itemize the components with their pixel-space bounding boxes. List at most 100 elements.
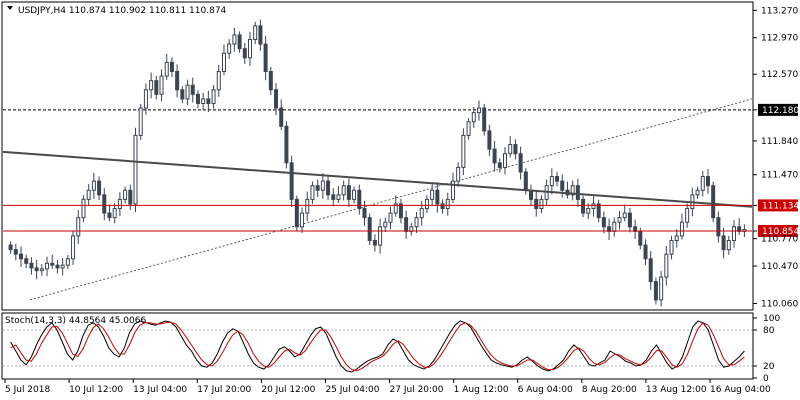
bullish-candle [123, 189, 128, 200]
bullish-candle [216, 71, 221, 91]
stochastic-lines [10, 320, 745, 373]
bullish-candle [612, 221, 617, 232]
bearish-candle [601, 217, 606, 228]
bearish-candle [529, 189, 534, 200]
bearish-candle [102, 194, 107, 214]
bullish-candle [185, 84, 190, 100]
price-tick-label: 111.470 [761, 171, 798, 181]
time-tick-label: 25 Jul 04:00 [325, 385, 379, 395]
bullish-candle [414, 217, 419, 228]
bullish-candle [71, 235, 76, 260]
time-tick-label: 20 Jul 12:00 [261, 385, 315, 395]
bearish-candle [8, 244, 13, 251]
bearish-candle [284, 125, 289, 164]
bullish-candle [570, 185, 575, 196]
price-tick-label: 110.060 [761, 300, 798, 310]
bullish-candle [159, 75, 164, 95]
bullish-candle [700, 176, 705, 191]
time-tick-label: 1 Aug 12:00 [454, 385, 509, 395]
bullish-candle [617, 217, 622, 223]
price-y-axis: 113.270 112.970 112.570 112.180 111.840 111.4… [753, 6, 799, 310]
bullish-candle [91, 180, 96, 191]
bullish-candle [300, 212, 305, 228]
bearish-candle [534, 198, 539, 210]
bearish-candle [523, 171, 528, 191]
time-x-axis: 5 Jul 2018 10 Jul 12:00 13 Jul 04:00 17 Jul… [4, 379, 771, 395]
bullish-candle [341, 185, 346, 196]
bullish-candle [320, 180, 325, 191]
bullish-candle [310, 185, 315, 200]
bearish-candle [263, 43, 268, 73]
bullish-candle [138, 107, 143, 136]
bullish-candle [232, 34, 237, 45]
bullish-candle [253, 25, 258, 41]
time-tick-label: 17 Jul 20:00 [197, 385, 251, 395]
bullish-candle [352, 189, 357, 200]
horizontal-levels [2, 150, 753, 232]
price-panel-frame [1, 1, 754, 311]
price-tick-label: 113.270 [761, 6, 798, 16]
bullish-candle [227, 43, 232, 54]
time-tick-label: 6 Aug 04:00 [518, 385, 573, 395]
bullish-candle [430, 189, 435, 200]
dotted-lines [3, 98, 753, 301]
price-level-label: 111.134 [762, 201, 799, 211]
bullish-candle [388, 212, 393, 223]
stochastic-signal-line [10, 321, 745, 372]
bullish-candle [133, 134, 138, 205]
bullish-candle [336, 194, 341, 200]
bearish-candle [357, 189, 362, 210]
bearish-candle [294, 198, 299, 228]
bearish-candle [237, 34, 242, 50]
bearish-candle [13, 249, 18, 255]
bullish-candle [586, 208, 591, 214]
bearish-candle [653, 281, 658, 301]
price-level-label-bg [758, 103, 798, 116]
bullish-candle [664, 253, 669, 278]
price-tick-label: 112.570 [761, 70, 798, 80]
price-tick-label: 110.770 [761, 235, 798, 245]
bearish-candle [575, 185, 580, 200]
candlestick-series [8, 19, 747, 307]
bearish-candle [596, 203, 601, 219]
bullish-candle [476, 107, 481, 114]
bearish-candle [513, 144, 518, 155]
bullish-candle [378, 226, 383, 246]
bearish-candle [518, 153, 523, 173]
time-tick-label: 8 Aug 20:00 [582, 385, 637, 395]
bearish-candle [34, 267, 39, 272]
stochastic-tick-label: 0 [763, 374, 769, 384]
bullish-candle [685, 208, 690, 223]
bullish-candle [39, 268, 44, 272]
price-level-label-bg [758, 224, 798, 237]
time-tick-label: 16 Aug 04:00 [710, 385, 771, 395]
bullish-candle [622, 212, 627, 219]
bullish-candle [143, 89, 148, 109]
bearish-candle [258, 25, 263, 45]
price-level-label-bg [758, 199, 798, 212]
collapse-arrow-icon[interactable] [7, 6, 13, 10]
bearish-candle [190, 84, 195, 95]
bullish-candle [450, 180, 455, 200]
bearish-candle [346, 185, 351, 200]
bullish-candle [117, 198, 122, 210]
bearish-candle [367, 217, 372, 241]
descending-trendline [2, 150, 753, 208]
bearish-candle [331, 194, 336, 200]
stochastic-panel-frame [1, 312, 754, 380]
bearish-candle [242, 48, 247, 59]
bearish-candle [435, 189, 440, 205]
bearish-candle [581, 198, 586, 214]
bearish-candle [705, 176, 710, 187]
stochastic-tick-label: 20 [763, 362, 775, 372]
bearish-candle [315, 185, 320, 191]
bullish-candle [731, 226, 736, 241]
bearish-candle [206, 98, 211, 104]
bearish-candle [107, 212, 112, 219]
bearish-candle [711, 185, 716, 219]
bearish-candle [128, 189, 133, 205]
bearish-candle [195, 93, 200, 104]
chart-title: USDJPY,H4 110.874 110.902 110.811 110.87… [18, 6, 227, 16]
bullish-candle [76, 217, 81, 237]
